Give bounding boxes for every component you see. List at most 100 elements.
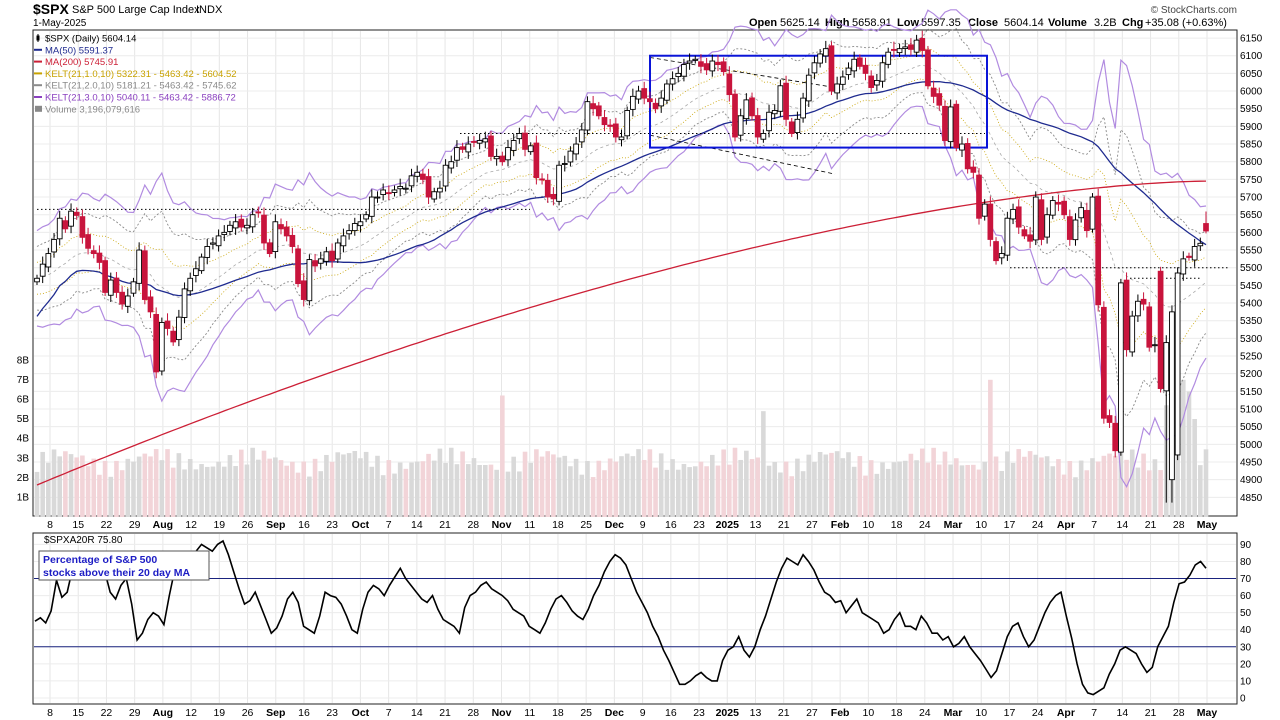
volume-bar: [908, 453, 914, 517]
volume-bar: [448, 447, 454, 517]
candle-body: [488, 135, 494, 157]
candle-body: [573, 143, 579, 155]
volume-bar: [1073, 477, 1078, 517]
y-tick-label: 5900: [1240, 122, 1263, 133]
trend-channel-upper: [649, 57, 836, 88]
volume-bar: [454, 464, 460, 517]
candle-body: [930, 87, 937, 97]
x-tick-label: 11: [524, 707, 535, 719]
candle-body: [1129, 315, 1136, 353]
x-tick-label: 21: [439, 707, 451, 719]
index-name: S&P 500 Large Cap Index: [72, 4, 200, 16]
y-tick-label: 5550: [1240, 246, 1263, 257]
volume-bar: [409, 462, 414, 517]
symbol-title: $SPX: [33, 1, 69, 17]
volume-bar: [346, 453, 352, 517]
y-tick-label: 6100: [1240, 51, 1263, 62]
volume-bar: [1039, 457, 1044, 517]
candle-body: [544, 179, 551, 198]
y-tick-label: 5050: [1240, 422, 1263, 433]
candle-body: [720, 61, 727, 73]
candle-body: [249, 214, 256, 228]
x-tick-label: 15: [72, 519, 84, 531]
volume-bar: [176, 453, 182, 517]
volume-bar: [63, 451, 68, 517]
y-tick-label: 4850: [1240, 493, 1263, 504]
candle-body: [652, 102, 659, 110]
volume-bar: [136, 456, 142, 517]
volume-bar: [1198, 465, 1203, 517]
y-tick-label: 60: [1240, 591, 1252, 602]
volume-value: 3.2B: [1094, 17, 1117, 29]
volume-bar: [806, 454, 812, 517]
candle-body: [754, 115, 761, 138]
legend-entry: $SPX (Daily) 5604.14: [45, 34, 136, 45]
volume-bar: [534, 449, 539, 517]
x-tick-label: 9: [640, 707, 646, 719]
volume-bar: [1107, 453, 1112, 517]
candle-body: [471, 140, 477, 143]
candle-body: [68, 210, 74, 227]
volume-bar: [1084, 470, 1090, 517]
keltner-upper-band: [36, 28, 1207, 247]
candle-body: [743, 99, 750, 120]
volume-bar: [823, 454, 829, 517]
watermark: © StockCharts.com: [1151, 5, 1237, 16]
volume-bar: [477, 464, 482, 517]
x-tick-label: Sep: [266, 519, 285, 531]
volume-bar: [704, 466, 709, 517]
candle-body: [641, 88, 648, 99]
candle-body: [726, 73, 733, 96]
candle-body: [590, 103, 596, 110]
candle-body: [193, 268, 199, 276]
volume-bar: [602, 470, 607, 517]
open-value: 5625.14: [780, 17, 820, 29]
volume-bar: [976, 469, 982, 517]
candle-body: [516, 133, 523, 140]
candle-body: [1197, 242, 1204, 247]
volume-bar: [931, 447, 936, 517]
volume-bar: [539, 456, 545, 517]
candle-body: [970, 166, 977, 173]
x-tick-label: May: [1197, 707, 1218, 719]
y-tick-label: 5650: [1240, 210, 1263, 221]
volume-bar: [273, 457, 278, 517]
legend-entry: KELT(21,1.0,10) 5322.31 - 5463.42 - 5604…: [45, 69, 237, 80]
candle-body: [45, 253, 52, 268]
candle-body: [238, 218, 245, 228]
volume-bar: [500, 395, 505, 517]
candle-body: [539, 178, 545, 181]
volume-bar: [868, 460, 874, 517]
volume-bar: [522, 451, 528, 517]
candle-body: [124, 295, 131, 307]
candle-body: [283, 226, 290, 237]
grid-lines: [34, 31, 1236, 703]
candle-body: [79, 216, 86, 238]
keltner-lower-band: [36, 105, 1207, 488]
volume-bar: [187, 459, 193, 517]
volume-bar: [636, 449, 641, 517]
x-tick-label: 10: [863, 707, 875, 719]
volume-bar: [738, 459, 743, 517]
candle-body: [805, 74, 812, 102]
y-tick-label: 5450: [1240, 281, 1263, 292]
volume-bar: [80, 455, 85, 517]
candle-body: [1118, 282, 1124, 453]
volume-bar: [511, 456, 516, 517]
candle-body: [522, 132, 528, 150]
volume-bar: [993, 456, 999, 517]
candle-body: [107, 279, 114, 296]
candle-body: [839, 76, 846, 85]
x-tick-label: 28: [467, 707, 479, 719]
x-tick-label: 11: [524, 519, 535, 531]
candle-body: [1072, 219, 1079, 241]
y-tick-label: 5350: [1240, 316, 1263, 327]
x-tick-label: 22: [101, 707, 113, 719]
x-tick-label: Mar: [944, 707, 963, 719]
volume-bar: [670, 459, 675, 517]
candle-body: [879, 62, 886, 82]
x-tick-label: 14: [411, 707, 423, 719]
candle-body: [715, 61, 721, 66]
y-tick-label: 5300: [1240, 334, 1263, 345]
